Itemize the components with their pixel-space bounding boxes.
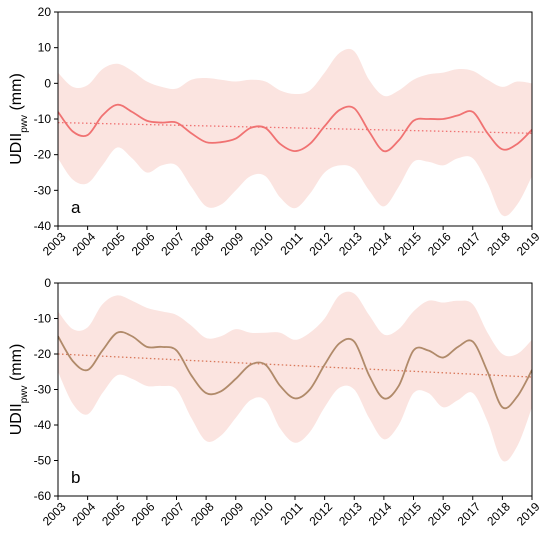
y-tick-label: -40 <box>34 219 52 233</box>
y-label-main: UDII <box>8 403 25 435</box>
x-tick-label: 2019 <box>514 229 543 258</box>
y-tick-label: -60 <box>34 489 52 503</box>
x-tick-label: 2016 <box>425 229 454 258</box>
x-tick-label: 2013 <box>336 499 365 528</box>
x-tick-label: 2003 <box>40 499 69 528</box>
x-tick-label: 2012 <box>306 229 335 258</box>
x-tick-label: 2017 <box>455 229 484 258</box>
y-tick-label: -10 <box>34 312 52 326</box>
x-tick-label: 2011 <box>277 499 305 527</box>
x-tick-label: 2009 <box>218 229 247 258</box>
x-tick-label: 2018 <box>484 229 513 258</box>
y-tick-label: -50 <box>34 454 52 468</box>
x-tick-label: 2012 <box>306 499 335 528</box>
y-tick-label: -30 <box>34 383 52 397</box>
x-tick-label: 2003 <box>40 229 69 258</box>
x-tick-label: 2019 <box>514 499 543 528</box>
range-band <box>58 48 532 217</box>
y-tick-label: -40 <box>34 418 52 432</box>
y-axis-label: UDIIpwv (mm) <box>8 344 30 436</box>
x-tick-label: 2005 <box>99 499 128 528</box>
plot-area <box>58 291 532 462</box>
x-tick-label: 2014 <box>366 229 395 258</box>
y-label-main: UDII <box>8 133 25 165</box>
y-axis-label: UDIIpwv (mm) <box>8 73 30 165</box>
x-tick-label: 2004 <box>69 229 98 258</box>
y-axis: 0 -10 -20 -30 -40 -50 -60 <box>34 276 58 503</box>
x-tick-label: 2007 <box>158 229 187 258</box>
y-tick-label: -10 <box>34 112 52 126</box>
y-label-unit: (mm) <box>8 344 25 386</box>
y-label-sub: pwv <box>19 385 30 403</box>
y-label-unit: (mm) <box>8 73 25 115</box>
x-tick-label: 2010 <box>247 229 276 258</box>
range-band <box>58 291 532 462</box>
y-axis: 20 10 0 -10 -20 -30 -40 <box>34 5 58 233</box>
panel-label: a <box>71 198 81 217</box>
x-tick-label: 2008 <box>188 499 217 528</box>
x-tick-label: 2011 <box>277 229 305 257</box>
trend-line <box>58 353 532 378</box>
y-tick-label: 0 <box>44 276 51 290</box>
x-tick-label: 2006 <box>129 229 158 258</box>
x-tick-label: 2008 <box>188 229 217 258</box>
x-tick-label: 2010 <box>247 499 276 528</box>
plot-area <box>58 48 532 217</box>
y-tick-label: 20 <box>38 5 52 19</box>
x-tick-label: 2016 <box>425 499 454 528</box>
mean-line <box>58 103 532 153</box>
x-tick-label: 2015 <box>395 499 424 528</box>
x-tick-label: 2018 <box>484 499 513 528</box>
x-axis: 2003 2004 2005 2006 2007 2008 2009 2010 2011 2012… <box>40 496 543 528</box>
x-tick-label: 2006 <box>129 499 158 528</box>
x-tick-label: 2005 <box>99 229 128 258</box>
mean-line <box>58 331 532 410</box>
x-tick-label: 2013 <box>336 229 365 258</box>
x-tick-label: 2014 <box>366 499 395 528</box>
x-tick-label: 2007 <box>158 499 187 528</box>
y-tick-label: -20 <box>34 148 52 162</box>
x-tick-label: 2004 <box>69 499 98 528</box>
panel-label: b <box>71 468 80 487</box>
x-tick-label: 2015 <box>395 229 424 258</box>
y-tick-label: -30 <box>34 183 52 197</box>
x-axis: 2003 2004 2005 2006 2007 2008 2009 2010 2011 2012… <box>40 226 543 258</box>
x-tick-label: 2009 <box>218 499 247 528</box>
y-tick-label: 0 <box>44 76 51 90</box>
trend-line <box>58 121 532 134</box>
y-label-sub: pwv <box>19 115 30 133</box>
y-tick-label: -20 <box>34 347 52 361</box>
y-tick-label: 10 <box>38 41 52 55</box>
x-tick-label: 2017 <box>455 499 484 528</box>
